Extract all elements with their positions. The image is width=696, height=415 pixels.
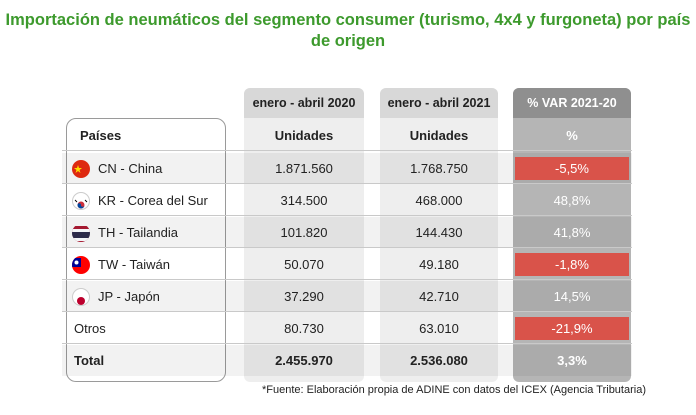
value-2020: 50.070 — [284, 257, 324, 272]
country-cell: KR - Corea del Sur — [72, 185, 232, 216]
taiwan-flag-icon — [72, 255, 90, 274]
column-header-variation: % VAR 2021-20 — [513, 88, 631, 118]
header-units-2021: Unidades — [409, 128, 469, 143]
variation-value: -1,8% — [555, 257, 589, 272]
country-cell: JP - Japón — [72, 281, 232, 312]
thailand-flag-icon — [72, 224, 90, 242]
table-row: CN - China 1.871.560 1.768.750 -5,5% — [62, 153, 632, 184]
japan-flag-icon — [72, 287, 90, 306]
table-header-row: Países Unidades Unidades % — [62, 120, 632, 151]
value-2021: 63.010 — [419, 321, 459, 336]
variation-value: 14,5% — [553, 289, 591, 304]
table-row: Otros 80.730 63.010 -21,9% — [62, 313, 632, 344]
column-header-period-2021: enero - abril 2021 — [380, 88, 498, 118]
total-variation: 3,3% — [557, 353, 587, 368]
value-2020: 1.871.560 — [275, 161, 333, 176]
value-2021: 144.430 — [415, 225, 463, 240]
column-card-2021 — [380, 88, 498, 382]
header-units-2020: Unidades — [274, 128, 334, 143]
value-2021: 1.768.750 — [410, 161, 468, 176]
value-2021: 468.000 — [415, 193, 463, 208]
south-korea-flag-icon — [72, 191, 90, 210]
variation-value: -5,5% — [555, 161, 589, 176]
country-cell: TH - Tailandia — [72, 217, 232, 248]
header-percent: % — [566, 128, 578, 143]
negative-highlight — [515, 317, 629, 340]
variation-value: 48,8% — [553, 193, 591, 208]
value-2020: 314.500 — [280, 193, 328, 208]
total-2020: 2.455.970 — [275, 353, 333, 368]
header-countries: Países — [80, 128, 122, 143]
column-header-period-2020: enero - abril 2020 — [244, 88, 364, 118]
value-2020: 37.290 — [284, 289, 324, 304]
variation-value: 41,8% — [553, 225, 591, 240]
table-row: TW - Taiwán 50.070 49.180 -1,8% — [62, 249, 632, 280]
variation-value: -21,9% — [551, 321, 593, 336]
negative-highlight — [515, 253, 629, 276]
value-2020: 101.820 — [280, 225, 328, 240]
source-footnote: *Fuente: Elaboración propia de ADINE con… — [262, 384, 646, 396]
table-row: KR - Corea del Sur 314.500 468.000 48,8% — [62, 185, 632, 216]
china-flag-icon — [72, 159, 90, 178]
column-card-2020 — [244, 88, 364, 382]
total-label: Total — [74, 353, 105, 368]
negative-highlight — [515, 157, 629, 180]
table-total-row: Total 2.455.970 2.536.080 3,3% — [62, 345, 632, 376]
country-cell: TW - Taiwán — [72, 249, 232, 280]
page-title: Importación de neumáticos del segmento c… — [5, 11, 691, 50]
countries-column-frame — [66, 118, 226, 382]
value-2021: 49.180 — [419, 257, 459, 272]
value-2021: 42.710 — [419, 289, 459, 304]
country-cell: Otros — [74, 321, 106, 336]
country-cell: CN - China — [72, 153, 232, 184]
value-2020: 80.730 — [284, 321, 324, 336]
total-2021: 2.536.080 — [410, 353, 468, 368]
table-row: JP - Japón 37.290 42.710 14,5% — [62, 281, 632, 312]
table-row: TH - Tailandia 101.820 144.430 41,8% — [62, 217, 632, 248]
